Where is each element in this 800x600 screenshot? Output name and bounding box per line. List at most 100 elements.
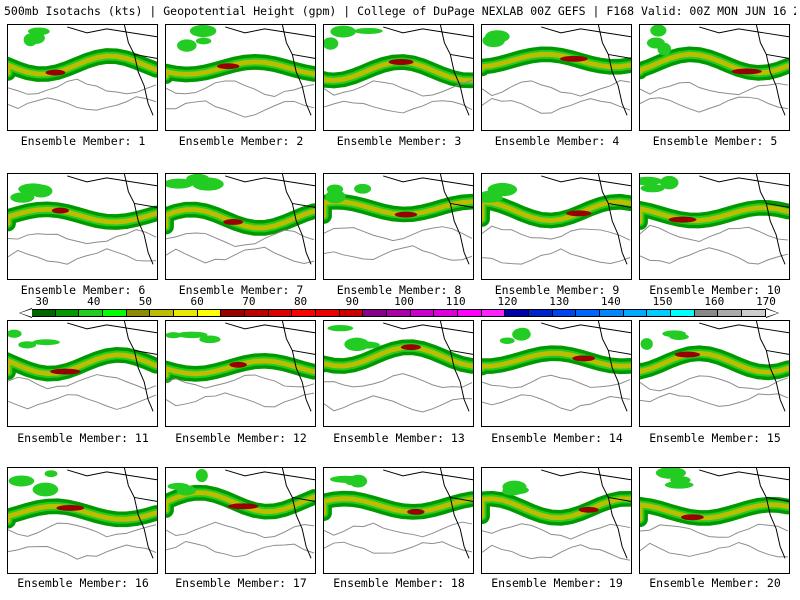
height-contour	[482, 248, 631, 265]
colorbar-swatch	[268, 310, 293, 316]
height-contour	[8, 394, 157, 410]
colorbar-tick-label: 120	[497, 295, 518, 308]
isotach-patch	[195, 37, 212, 45]
height-contour	[324, 395, 473, 413]
isotach-patch	[659, 175, 679, 190]
ensemble-member-label: Ensemble Member: 16	[17, 576, 149, 590]
colorbar-swatch	[742, 310, 766, 316]
ensemble-map-panel	[323, 467, 474, 574]
ensemble-member-label: Ensemble Member: 18	[333, 576, 465, 590]
isotach-band	[324, 344, 473, 369]
colorbar-swatch	[197, 310, 222, 316]
colorbar-swatch	[174, 310, 198, 316]
height-contour	[166, 521, 315, 539]
ensemble-member-label: Ensemble Member: 20	[649, 576, 781, 590]
isotach-band	[640, 205, 789, 225]
ensemble-map-panel	[639, 467, 790, 574]
height-contour	[324, 226, 473, 242]
colorbar-swatch	[221, 310, 246, 316]
isotach-patch	[10, 192, 35, 203]
colorbar-swatch	[245, 310, 269, 316]
isotach-patch	[186, 174, 210, 185]
colorbar-tick-label: 90	[345, 295, 359, 308]
height-contour	[640, 96, 789, 113]
isotach-patch	[324, 37, 339, 50]
height-contour	[324, 521, 473, 538]
ensemble-member-label: Ensemble Member: 1	[20, 134, 146, 148]
jet-core-maximum	[400, 344, 421, 351]
isotach-patch	[8, 329, 22, 338]
colorbar-swatch	[434, 310, 459, 316]
colorbar-tick-label: 40	[87, 295, 101, 308]
jet-core-maximum	[668, 216, 697, 223]
isotach-band	[166, 490, 315, 515]
isotach-patch	[44, 470, 58, 478]
height-contour	[324, 100, 473, 114]
ensemble-map-panel	[481, 24, 632, 131]
height-contour	[482, 97, 631, 114]
isotach-patch	[344, 337, 370, 352]
ensemble-map-panel	[165, 467, 316, 574]
isotach-patch	[199, 335, 221, 344]
isotach-patch	[640, 176, 663, 186]
colorbar-tick-label: 170	[756, 295, 776, 308]
colorbar-tick-label: 80	[293, 295, 308, 308]
isotach-band	[482, 496, 631, 521]
isotach-patch	[18, 183, 48, 195]
isotach-patch	[176, 485, 196, 496]
coastline-borders	[541, 25, 631, 116]
height-contour	[640, 392, 789, 407]
isotach-patch	[28, 27, 50, 36]
colorbar-tick-label: 160	[704, 295, 725, 308]
ensemble-map-panel	[7, 24, 158, 131]
height-contour	[482, 374, 631, 389]
jet-core-maximum	[560, 55, 588, 62]
isotach-band	[482, 51, 631, 71]
jet-core-maximum	[50, 368, 81, 375]
height-contour	[324, 373, 473, 389]
isotach-band	[8, 352, 157, 377]
colorbar-swatch	[505, 310, 530, 316]
height-contour	[324, 79, 473, 97]
isotach-band	[482, 199, 631, 223]
isotach-patch	[176, 331, 208, 339]
ensemble-member-label: Ensemble Member: 11	[17, 431, 149, 445]
height-contour	[166, 246, 315, 264]
colorbar-swatch	[481, 310, 506, 316]
colorbar-tick-label: 100	[394, 295, 414, 308]
coastline-borders	[383, 321, 473, 412]
ensemble-map-panel	[639, 24, 790, 131]
isotach-band	[640, 502, 789, 522]
height-contour	[482, 544, 631, 561]
jet-core-maximum	[51, 207, 69, 214]
colorbar-tick-label: 30	[35, 295, 49, 308]
isotach-patch	[32, 482, 59, 497]
colorbar-swatch	[292, 310, 317, 316]
isotach-patch	[18, 341, 37, 349]
isotach-colorbar: 30 40 50 60 70 80 90 100 110 120 130 140 150 160 170	[10, 296, 790, 320]
ensemble-member-label: Ensemble Member: 3	[336, 134, 462, 148]
isotach-patch	[482, 193, 504, 203]
isotach-patch	[8, 475, 35, 487]
isotach-patch	[325, 190, 346, 204]
jet-core-maximum	[681, 514, 704, 521]
colorbar-swatch	[552, 310, 577, 316]
colorbar-tick-label: 150	[652, 295, 673, 308]
isotach-patch	[177, 39, 197, 52]
jet-core-maximum	[572, 355, 596, 362]
coastline-borders	[383, 468, 473, 559]
height-contour	[640, 375, 789, 392]
height-contour	[640, 81, 789, 96]
jet-core-maximum	[394, 211, 418, 218]
jet-core-maximum	[223, 219, 244, 225]
coastline-borders	[541, 174, 631, 265]
coastline-borders	[225, 468, 315, 559]
colorbar-tick-label: 50	[138, 295, 153, 308]
ensemble-map-panel	[7, 467, 158, 574]
ensemble-member-label: Ensemble Member: 2	[178, 134, 304, 148]
isotach-patch	[657, 42, 672, 56]
jet-core-maximum	[229, 361, 247, 368]
height-contour	[166, 100, 315, 118]
isotach-patch	[640, 184, 665, 193]
ensemble-map-panel	[165, 320, 316, 427]
